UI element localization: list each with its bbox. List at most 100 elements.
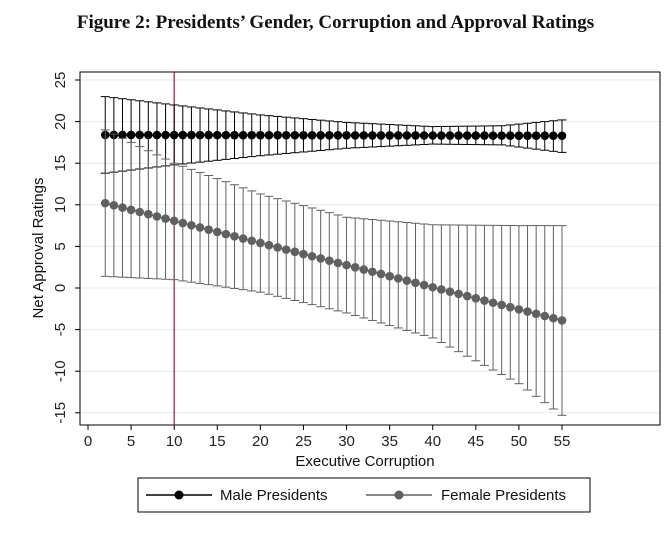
data-point	[161, 214, 170, 223]
x-tick-label: 40	[424, 433, 441, 450]
x-tick-label: 55	[554, 433, 571, 450]
data-point	[411, 278, 420, 288]
data-point	[557, 131, 567, 141]
data-point	[540, 131, 550, 141]
data-point	[419, 131, 429, 140]
x-tick-label: 15	[209, 433, 226, 450]
data-point	[445, 287, 455, 296]
data-point	[454, 131, 463, 140]
data-point	[221, 229, 231, 239]
data-point	[187, 220, 196, 230]
data-point	[376, 131, 386, 140]
x-tick-label: 50	[511, 433, 528, 450]
data-point	[462, 131, 472, 140]
data-point	[204, 130, 213, 140]
data-point	[178, 130, 188, 140]
data-point	[238, 234, 248, 243]
series-male-presidents	[100, 96, 567, 174]
y-tick-label: 0	[52, 284, 69, 292]
error-bar	[410, 222, 420, 334]
x-tick-label: 45	[467, 433, 484, 450]
data-point	[333, 131, 343, 140]
data-point	[531, 309, 541, 319]
data-point	[256, 130, 265, 140]
data-point	[359, 131, 369, 140]
data-point	[169, 216, 179, 226]
plot-frame	[79, 71, 661, 426]
error-bar	[419, 223, 429, 336]
data-point	[480, 131, 489, 140]
data-point	[281, 130, 291, 140]
x-tick-label: 25	[295, 433, 312, 450]
data-point	[342, 131, 351, 140]
data-point	[471, 131, 481, 140]
data-point	[178, 218, 188, 228]
data-point	[307, 251, 317, 261]
series-female-presidents	[100, 129, 567, 416]
y-tick-label: 15	[52, 155, 69, 172]
y-tick-label: -5	[52, 323, 69, 336]
data-point	[290, 247, 300, 257]
data-point	[144, 209, 153, 219]
data-point	[488, 298, 498, 308]
data-point	[454, 289, 463, 299]
data-point	[161, 130, 170, 140]
data-point	[290, 130, 300, 140]
x-tick-label: 5	[127, 433, 135, 450]
data-point	[118, 130, 127, 140]
data-point	[126, 130, 136, 140]
data-point	[385, 131, 394, 140]
data-point	[230, 232, 239, 241]
data-point	[437, 131, 446, 140]
data-point	[221, 130, 231, 140]
data-point	[488, 131, 498, 140]
data-point	[247, 236, 257, 246]
grid-layer	[80, 79, 660, 414]
legend-box	[137, 477, 591, 513]
data-point	[212, 130, 222, 140]
data-point	[402, 131, 412, 140]
error-bar	[462, 224, 472, 357]
error-bar	[445, 224, 455, 348]
plot-border	[79, 71, 661, 426]
x-tick-label: 20	[252, 433, 269, 450]
legend-label-female: Female Presidents	[441, 487, 566, 504]
error-bar	[454, 224, 464, 353]
error-bar	[479, 224, 489, 366]
y-tick-label: -10	[52, 360, 69, 382]
data-point	[428, 131, 438, 140]
x-tick-label: 10	[166, 433, 183, 450]
data-point	[264, 130, 274, 140]
data-point	[523, 131, 532, 140]
data-point	[316, 254, 325, 263]
error-bar	[497, 224, 507, 376]
data-point	[557, 316, 567, 325]
y-tick-label: -15	[52, 402, 69, 424]
data-point	[187, 130, 196, 140]
data-point	[273, 130, 282, 140]
data-point	[135, 207, 145, 217]
data-point	[411, 131, 420, 140]
tick-layer: -15 -10 -5 0 5 10 15 20 25 0 5 10 15 20 25 30 35 40 45 50 55	[52, 72, 570, 450]
data-point	[273, 243, 282, 252]
data-point	[505, 131, 515, 140]
data-point	[100, 198, 110, 208]
data-point	[307, 130, 317, 140]
data-point	[497, 300, 506, 310]
error-bar	[471, 224, 481, 362]
y-tick-label: 10	[52, 196, 69, 213]
data-point	[195, 223, 205, 232]
error-bar	[514, 225, 524, 385]
data-point	[462, 291, 472, 301]
y-axis-label: Net Approval Ratings	[30, 178, 47, 319]
data-point	[393, 131, 403, 140]
legend: Male Presidents Female Presidents	[137, 477, 591, 513]
legend-marker-female	[394, 490, 404, 500]
data-point	[531, 131, 541, 140]
data-point	[549, 313, 558, 323]
data-point	[299, 130, 308, 140]
data-point	[152, 212, 162, 221]
chart-title: Figure 2: Presidents’ Gender, Corruption…	[76, 12, 595, 33]
legend-item-male-presidents: Male Presidents	[146, 487, 328, 504]
data-point	[333, 258, 343, 268]
